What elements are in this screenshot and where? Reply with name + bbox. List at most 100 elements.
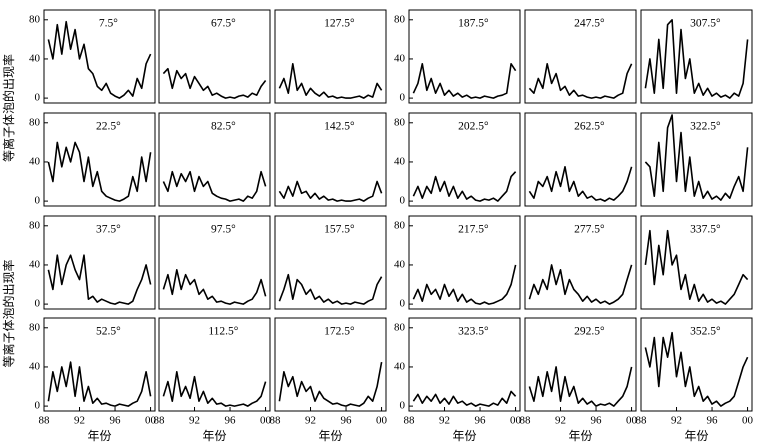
data-line: [412, 171, 517, 202]
y-tick-label: 40: [394, 155, 406, 167]
y-tick-label: 80: [394, 321, 406, 333]
panel-title: 67.5°: [211, 18, 236, 30]
x-tick-label: 00: [145, 415, 157, 427]
y-tick-label: 40: [29, 258, 41, 270]
y-tick-label: 80: [394, 13, 406, 25]
panel-title: 37.5°: [96, 224, 121, 236]
data-line: [644, 114, 749, 201]
x-axis-label: 年份: [452, 429, 476, 443]
x-axis-label: 年份: [568, 429, 592, 443]
panel-title: 262.5°: [574, 121, 605, 133]
y-tick-label: 0: [35, 400, 41, 412]
panel-frame: [640, 317, 753, 412]
data-line: [162, 371, 267, 407]
x-tick-label: 88: [39, 415, 51, 427]
panel-frame: [524, 112, 637, 207]
panel-title: 127.5°: [324, 18, 355, 30]
x-axis-label: 年份: [318, 429, 342, 443]
x-tick-label: 92: [189, 415, 200, 427]
y-tick-label: 40: [394, 360, 406, 372]
y-tick-label: 0: [400, 298, 406, 310]
x-tick-label: 00: [376, 415, 388, 427]
panel-frame: [640, 112, 753, 207]
data-line: [528, 166, 633, 202]
data-line: [162, 67, 267, 99]
panel-frame: [43, 215, 156, 310]
y-tick-label: 40: [29, 360, 41, 372]
data-line: [644, 229, 749, 305]
data-line: [162, 170, 267, 202]
panel-frame: [158, 112, 271, 207]
y-axis-label: 等离子体泡的出现率: [1, 259, 16, 367]
x-tick-label: 92: [555, 415, 566, 427]
panel-title: 187.5°: [458, 18, 489, 30]
x-axis-label: 年份: [202, 429, 226, 443]
x-tick-label: 96: [707, 415, 719, 427]
data-line: [278, 63, 383, 99]
panel-title: 323.5°: [458, 326, 489, 338]
x-tick-label: 88: [636, 415, 648, 427]
panel-title: 157.5°: [324, 224, 355, 236]
panel-frame: [158, 9, 271, 104]
x-tick-label: 00: [260, 415, 272, 427]
data-line: [47, 361, 152, 407]
y-tick-label: 0: [400, 400, 406, 412]
x-tick-label: 96: [341, 415, 353, 427]
x-tick-label: 92: [671, 415, 682, 427]
data-line: [644, 331, 749, 407]
panel-frame: [524, 317, 637, 412]
x-tick-label: 88: [520, 415, 532, 427]
x-tick-label: 00: [626, 415, 638, 427]
panel-title: 82.5°: [211, 121, 236, 133]
data-line: [528, 264, 633, 305]
x-axis-label: 年份: [87, 429, 111, 443]
y-tick-label: 0: [35, 92, 41, 104]
panel-title: 352.5°: [690, 326, 721, 338]
y-tick-label: 0: [400, 92, 406, 104]
panel-frame: [640, 9, 753, 104]
y-axis-label: 等离子体泡的出现率: [1, 54, 16, 162]
x-tick-label: 96: [110, 415, 122, 427]
y-tick-label: 40: [394, 52, 406, 64]
data-line: [278, 273, 383, 305]
x-axis-label: 年份: [684, 429, 708, 443]
x-tick-label: 88: [404, 415, 416, 427]
panel-title: 337.5°: [690, 224, 721, 236]
panel-frame: [43, 317, 156, 412]
y-tick-label: 80: [29, 219, 41, 231]
data-line: [278, 361, 383, 407]
data-line: [278, 180, 383, 202]
y-tick-label: 80: [29, 13, 41, 25]
panel-frame: [274, 215, 387, 310]
x-tick-label: 92: [305, 415, 316, 427]
panel-title: 322.5°: [690, 121, 721, 133]
x-tick-label: 92: [439, 415, 450, 427]
panel-frame: [524, 215, 637, 310]
panel-title: 202.5°: [458, 121, 489, 133]
y-tick-label: 80: [29, 321, 41, 333]
panel-title: 277.5°: [574, 224, 605, 236]
x-tick-label: 92: [74, 415, 85, 427]
panel-frame: [640, 215, 753, 310]
panel-frame: [43, 9, 156, 104]
x-tick-label: 00: [742, 415, 754, 427]
panel-title: 142.5°: [324, 121, 355, 133]
panel-title: 307.5°: [690, 18, 721, 30]
x-tick-label: 96: [475, 415, 487, 427]
y-tick-label: 40: [29, 155, 41, 167]
y-tick-label: 0: [400, 195, 406, 207]
panel-frame: [274, 112, 387, 207]
y-tick-label: 80: [394, 116, 406, 128]
x-tick-label: 00: [510, 415, 522, 427]
panel-frame: [524, 9, 637, 104]
x-tick-label: 96: [225, 415, 237, 427]
y-tick-label: 80: [29, 116, 41, 128]
data-line: [528, 63, 633, 99]
panel-frame: [408, 317, 521, 412]
y-tick-label: 80: [394, 219, 406, 231]
data-line: [47, 20, 152, 99]
panel-title: 217.5°: [458, 224, 489, 236]
y-tick-label: 0: [35, 195, 41, 207]
y-tick-label: 40: [29, 52, 41, 64]
